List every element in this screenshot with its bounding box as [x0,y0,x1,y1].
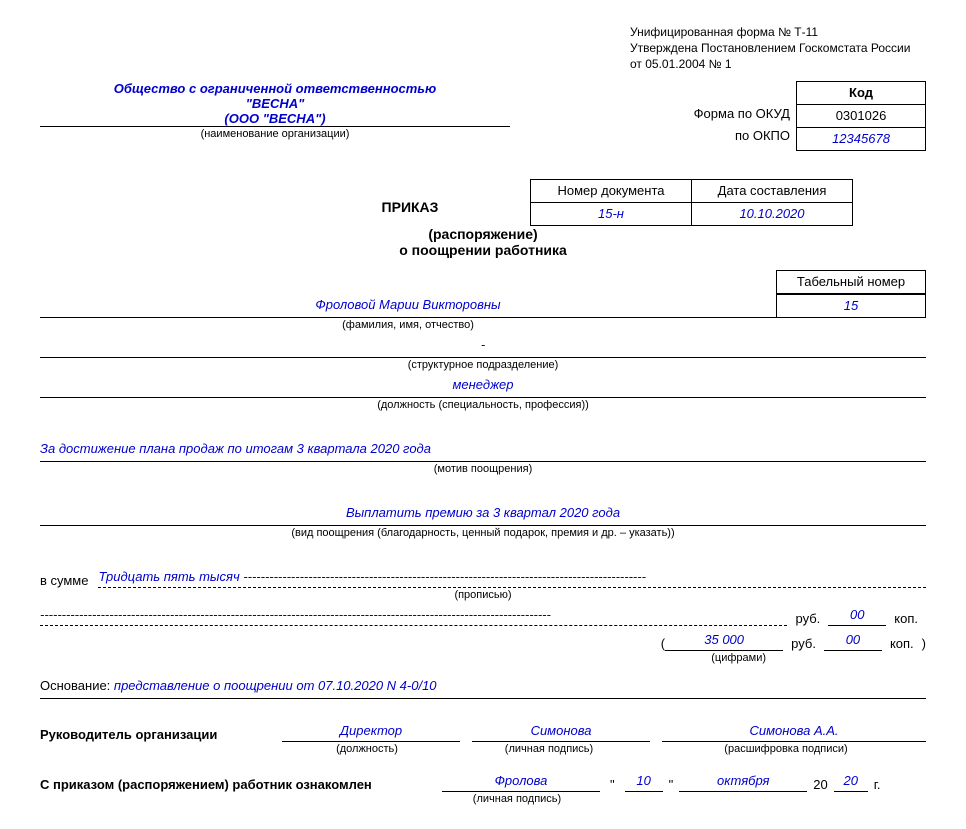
reward-value: Выплатить премию за 3 квартал 2020 года [40,505,926,526]
manager-decode-cap: (расшифровка подписи) [646,743,926,755]
employee-fio: Фроловой Марии Викторовны [40,297,776,318]
org-caption: (наименование организации) [40,128,510,140]
sum-words-caption: (прописью) [40,589,926,601]
form-header: Унифицированная форма № Т-11 Утверждена … [630,24,926,73]
codes-table: Код 0301026 12345678 [796,81,926,151]
paren-close: ) [922,636,926,651]
manager-sign: Симонова [472,723,650,742]
position-caption: (должность (специальность, профессия)) [40,399,926,411]
employee-position: менеджер [40,377,926,398]
reason-caption: (мотив поощрения) [40,463,926,475]
sum-rub: руб. [787,611,828,626]
okud-label: Форма по ОКУД [650,103,790,125]
manager-pos-cap: (должность) [282,743,452,755]
ack-q2: " [663,777,680,792]
org-line1: Общество с ограниченной ответственностью [40,81,510,96]
ack-day: 10 [625,773,663,792]
ack-month: октября [679,773,807,792]
sum-rub2: руб. [783,636,824,651]
sum-digits-caption: (цифрами) [40,652,926,664]
tabnum-value-table: 15 [776,294,926,318]
sum-dashes2: ----------------------------------------… [40,607,551,622]
sum-kop-val2: 00 [824,632,882,651]
sum-digits: 35 000 [665,632,783,651]
tabnum-label: Табельный номер [777,270,926,293]
manager-sign-cap: (личная подпись) [464,743,634,755]
fio-caption: (фамилия, имя, отчество) [40,319,776,331]
ack-g: г. [868,777,881,792]
doc-date: 10.10.2020 [692,202,853,225]
doc-num-label: Номер документа [531,179,692,202]
sum-kop-val: 00 [828,607,886,626]
ack-yprefix: 20 [807,777,833,792]
manager-label: Руководитель организации [40,727,270,742]
okud-value: 0301026 [797,104,926,127]
dept-caption: (структурное подразделение) [40,359,926,371]
okpo-label: по ОКПО [650,125,790,147]
okpo-value: 12345678 [797,127,926,150]
doc-num: 15-н [531,202,692,225]
sum-kop: коп. [886,611,926,626]
basis-value: представление о поощрении от 07.10.2020 … [114,678,437,693]
form-line3: от 05.01.2004 № 1 [630,56,926,72]
title-l3: о поощрении работника [40,242,926,258]
ack-sign: Фролова [442,773,600,792]
form-line1: Унифицированная форма № Т-11 [630,24,926,40]
manager-position: Директор [282,723,460,742]
sum-label: в сумме [40,573,98,588]
title-l2: (распоряжение) [40,226,926,242]
ack-sign-cap: (личная подпись) [442,793,592,805]
sum-words: Тридцать пять тысяч [98,569,239,584]
tabnum-value: 15 [777,294,926,317]
ack-ysuffix: 20 [834,773,868,792]
sum-kop2: коп. [882,636,922,651]
title-l1: ПРИКАЗ [300,199,520,215]
manager-decode: Симонова А.А. [662,723,926,742]
reward-caption: (вид поощрения (благодарность, ценный по… [40,527,926,539]
doc-table: Номер документа Дата составления 15-н 10… [530,179,853,226]
kod-label: Код [797,81,926,104]
org-line2: "ВЕСНА" [40,96,510,111]
tabnum-table: Табельный номер [776,270,926,294]
ack-label: С приказом (распоряжением) работник озна… [40,777,430,792]
basis-label: Основание: [40,678,110,693]
doc-date-label: Дата составления [692,179,853,202]
org-line3: (ООО "ВЕСНА") [40,111,510,127]
sum-dashes: ----------------------------------------… [243,569,646,584]
reason-value: За достижение плана продаж по итогам 3 к… [40,441,926,462]
ack-q1: " [600,777,625,792]
form-line2: Утверждена Постановлением Госкомстата Ро… [630,40,926,56]
employee-dept: - [40,337,926,358]
